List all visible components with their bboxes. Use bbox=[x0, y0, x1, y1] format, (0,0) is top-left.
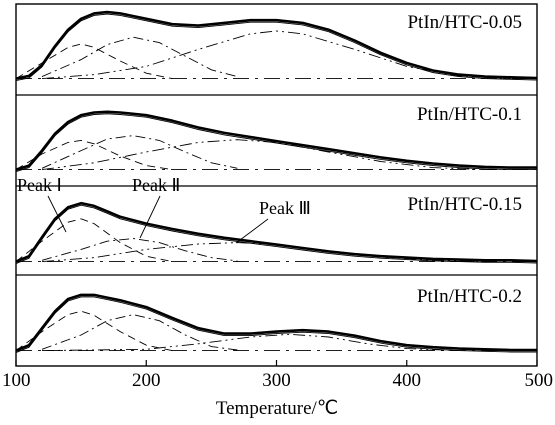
peak-3-fit bbox=[41, 333, 459, 352]
plot-frame bbox=[15, 3, 538, 367]
panel-label: PtIn/HTC-0.2 bbox=[417, 286, 522, 307]
fitted-sum-curve bbox=[15, 13, 538, 82]
peak-label: Peak Ⅱ bbox=[132, 175, 180, 195]
fitted-sum-curve bbox=[15, 204, 538, 265]
x-tick-label: 300 bbox=[262, 370, 291, 391]
total-curve bbox=[15, 293, 537, 352]
panel: PtIn/HTC-0.15 Peak Ⅰ Peak Ⅱ Peak Ⅲ bbox=[15, 175, 538, 265]
panel-separators bbox=[16, 94, 537, 276]
panel-label: PtIn/HTC-0.15 bbox=[407, 194, 522, 215]
total-curve bbox=[15, 10, 538, 80]
total-curve bbox=[15, 201, 538, 263]
peak-leader-line bbox=[235, 218, 269, 244]
panel: PtIn/HTC-0.1 bbox=[15, 104, 537, 173]
peak-leader-line bbox=[47, 195, 67, 233]
peak-1-fit bbox=[15, 139, 173, 171]
peak-1-fit bbox=[15, 218, 173, 263]
x-tick-label: 200 bbox=[132, 370, 161, 391]
x-axis-title: Temperature/℃ bbox=[216, 398, 338, 419]
peak-2-fit bbox=[41, 238, 238, 262]
peak-3-fit bbox=[41, 242, 485, 263]
x-tick-label: 100 bbox=[2, 370, 31, 391]
peak-2-fit bbox=[41, 135, 238, 169]
peak-3-fit bbox=[41, 139, 485, 171]
peak-leader-line bbox=[139, 195, 161, 239]
panel: PtIn/HTC-0.2 bbox=[15, 286, 537, 354]
peak-label: Peak Ⅰ bbox=[17, 175, 62, 195]
peak-label: Peak Ⅲ bbox=[259, 198, 311, 218]
fitted-sum-curve bbox=[15, 113, 537, 173]
panel: PtIn/HTC-0.05 bbox=[15, 10, 538, 82]
peak-1-fit bbox=[15, 310, 173, 352]
x-tick-label: 500 bbox=[525, 370, 554, 391]
panel-label: PtIn/HTC-0.1 bbox=[417, 104, 522, 125]
total-curve bbox=[15, 110, 537, 171]
x-tick-label: 400 bbox=[393, 370, 422, 391]
peak-1-fit bbox=[15, 43, 173, 80]
peak-3-fit bbox=[41, 30, 511, 80]
panel-label: PtIn/HTC-0.05 bbox=[407, 12, 522, 33]
panels: PtIn/HTC-0.05 PtIn/HTC-0.1 PtIn/HTC-0.15 Pe… bbox=[15, 10, 538, 354]
peak-2-fit bbox=[41, 36, 238, 78]
peak-2-fit bbox=[41, 314, 238, 351]
x-axis-ticks: 100 200 300 400 500 bbox=[2, 360, 553, 391]
